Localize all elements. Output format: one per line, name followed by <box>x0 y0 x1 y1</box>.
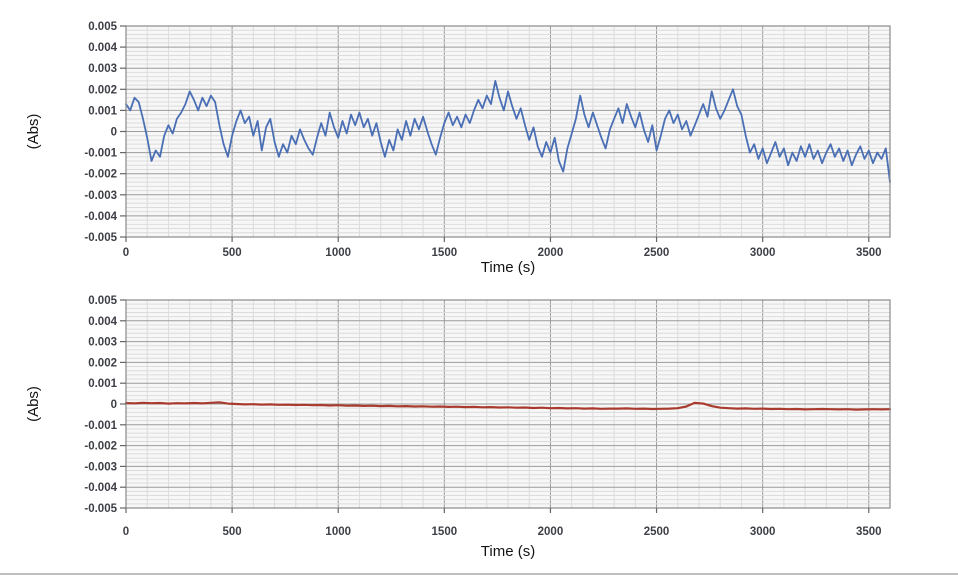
y-tick-label: 0.003 <box>88 63 117 75</box>
x-tick-label: 1500 <box>432 526 458 538</box>
x-tick-label: 1000 <box>325 247 351 259</box>
y-tick-label: 0.004 <box>88 316 117 328</box>
x-tick-label: 500 <box>223 526 242 538</box>
y-tick-label: -0.001 <box>84 420 117 432</box>
x-tick-label: 2500 <box>644 526 670 538</box>
y-tick-label: -0.005 <box>84 503 117 515</box>
y-tick-label: 0.002 <box>88 357 117 369</box>
y-tick-label: -0.001 <box>84 148 117 160</box>
series-line <box>124 401 892 411</box>
y-tick-label: 0 <box>111 399 117 411</box>
y-tick-label: -0.004 <box>84 482 117 494</box>
y-tick-label: 0.005 <box>88 21 117 33</box>
x-tick-label: 0 <box>123 526 129 538</box>
y-tick-label: 0.005 <box>88 295 117 307</box>
y-tick-label: 0.003 <box>88 337 117 349</box>
x-tick-label: 1000 <box>325 526 351 538</box>
x-tick-label: 500 <box>223 247 242 259</box>
y-tick-label: -0.003 <box>84 190 117 202</box>
y-axis-title: (Abs) <box>25 114 42 150</box>
x-tick-label: 2000 <box>538 526 564 538</box>
y-tick-label: -0.002 <box>84 441 117 453</box>
y-tick-label: 0.001 <box>88 105 117 117</box>
top-chart: 0 500 1000 1500 2000 2500 3000 3500 0.005 0.004 0.… <box>25 21 891 276</box>
y-tick-label: 0 <box>111 127 117 139</box>
y-axis-title: (Abs) <box>25 386 42 422</box>
x-tick-label: 3000 <box>750 526 776 538</box>
y-tick-label: -0.005 <box>84 232 117 244</box>
x-axis-title: Time (s) <box>481 543 535 560</box>
axis-labels: 0 500 1000 1500 2000 2500 3000 3500 0.005 0.004 0.… <box>84 21 881 259</box>
y-tick-label: 0.001 <box>88 378 117 390</box>
y-tick-label: -0.002 <box>84 169 117 181</box>
x-tick-label: 2500 <box>644 247 670 259</box>
y-tick-label: -0.004 <box>84 211 117 223</box>
y-tick-label: -0.003 <box>84 461 117 473</box>
x-axis-title: Time (s) <box>481 259 535 276</box>
axis-labels: 0 500 1000 1500 2000 2500 3000 3500 0.005 0.004 0.… <box>84 295 881 538</box>
x-tick-label: 3000 <box>750 247 776 259</box>
x-tick-label: 0 <box>123 247 129 259</box>
x-tick-label: 3500 <box>856 526 882 538</box>
x-tick-label: 3500 <box>856 247 882 259</box>
y-tick-label: 0.004 <box>88 42 117 54</box>
series-line <box>125 80 891 184</box>
x-tick-label: 1500 <box>432 247 458 259</box>
bottom-chart: 0 500 1000 1500 2000 2500 3000 3500 0.005 0.004 0.… <box>25 295 892 560</box>
gridlines <box>125 299 891 509</box>
x-tick-label: 2000 <box>538 247 564 259</box>
y-tick-label: 0.002 <box>88 84 117 96</box>
